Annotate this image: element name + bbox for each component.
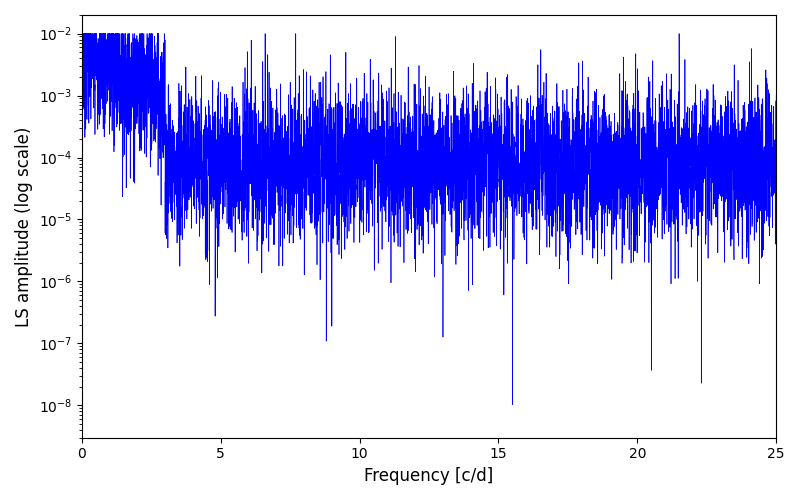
X-axis label: Frequency [c/d]: Frequency [c/d] [364, 467, 494, 485]
Y-axis label: LS amplitude (log scale): LS amplitude (log scale) [15, 126, 33, 326]
